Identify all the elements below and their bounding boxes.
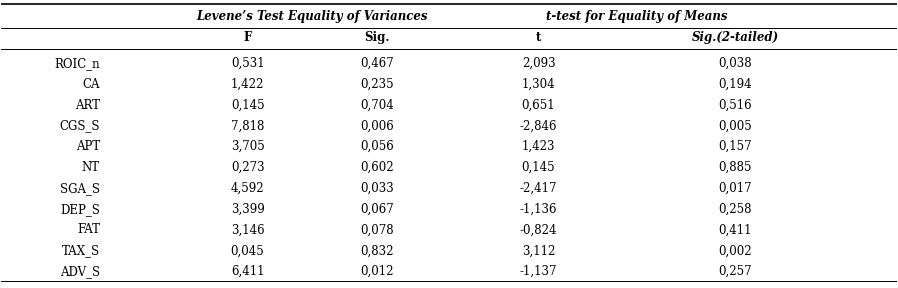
Text: 0,273: 0,273 — [231, 161, 264, 174]
Text: 0,651: 0,651 — [522, 98, 555, 111]
Text: -1,136: -1,136 — [520, 203, 558, 216]
Text: 0,006: 0,006 — [360, 120, 394, 132]
Text: 0,602: 0,602 — [361, 161, 394, 174]
Text: TAX_S: TAX_S — [62, 244, 100, 257]
Text: 0,078: 0,078 — [361, 223, 394, 236]
Text: 7,818: 7,818 — [231, 120, 264, 132]
Text: DEP_S: DEP_S — [60, 203, 100, 216]
Text: 3,705: 3,705 — [231, 140, 264, 153]
Text: Sig.(2-tailed): Sig.(2-tailed) — [691, 31, 779, 44]
Text: ROIC_n: ROIC_n — [54, 57, 100, 70]
Text: 1,304: 1,304 — [522, 78, 555, 91]
Text: 0,038: 0,038 — [718, 57, 753, 70]
Text: 0,005: 0,005 — [718, 120, 753, 132]
Text: ADV_S: ADV_S — [60, 265, 100, 278]
Text: 0,033: 0,033 — [360, 182, 394, 195]
Text: 3,399: 3,399 — [231, 203, 264, 216]
Text: 0,194: 0,194 — [718, 78, 753, 91]
Text: SGA_S: SGA_S — [60, 182, 100, 195]
Text: 1,423: 1,423 — [522, 140, 555, 153]
Text: 0,067: 0,067 — [360, 203, 394, 216]
Text: 0,145: 0,145 — [231, 98, 264, 111]
Text: FAT: FAT — [77, 223, 100, 236]
Text: CGS_S: CGS_S — [59, 120, 100, 132]
Text: 0,516: 0,516 — [718, 98, 753, 111]
Text: t-test for Equality of Means: t-test for Equality of Means — [546, 10, 727, 23]
Text: 3,146: 3,146 — [231, 223, 264, 236]
Text: ART: ART — [75, 98, 100, 111]
Text: -1,137: -1,137 — [520, 265, 558, 278]
Text: 0,258: 0,258 — [718, 203, 753, 216]
Text: 0,145: 0,145 — [522, 161, 555, 174]
Text: 0,235: 0,235 — [361, 78, 394, 91]
Text: 6,411: 6,411 — [231, 265, 264, 278]
Text: 0,012: 0,012 — [361, 265, 394, 278]
Text: -2,846: -2,846 — [520, 120, 558, 132]
Text: 4,592: 4,592 — [231, 182, 264, 195]
Text: CA: CA — [83, 78, 100, 91]
Text: NT: NT — [82, 161, 100, 174]
Text: 0,885: 0,885 — [718, 161, 753, 174]
Text: 0,157: 0,157 — [718, 140, 753, 153]
Text: t: t — [536, 31, 541, 44]
Text: 0,467: 0,467 — [360, 57, 394, 70]
Text: F: F — [243, 31, 251, 44]
Text: 0,832: 0,832 — [361, 244, 394, 257]
Text: 0,002: 0,002 — [718, 244, 753, 257]
Text: 1,422: 1,422 — [231, 78, 264, 91]
Text: Levene’s Test Equality of Variances: Levene’s Test Equality of Variances — [197, 10, 428, 23]
Text: 2,093: 2,093 — [522, 57, 555, 70]
Text: -2,417: -2,417 — [520, 182, 558, 195]
Text: 0,056: 0,056 — [360, 140, 394, 153]
Text: Sig.: Sig. — [365, 31, 390, 44]
Text: -0,824: -0,824 — [520, 223, 558, 236]
Text: 0,704: 0,704 — [360, 98, 394, 111]
Text: APT: APT — [75, 140, 100, 153]
Text: 0,045: 0,045 — [231, 244, 264, 257]
Text: 0,531: 0,531 — [231, 57, 264, 70]
Text: 0,017: 0,017 — [718, 182, 753, 195]
Text: 0,257: 0,257 — [718, 265, 753, 278]
Text: 3,112: 3,112 — [522, 244, 555, 257]
Text: 0,411: 0,411 — [718, 223, 753, 236]
